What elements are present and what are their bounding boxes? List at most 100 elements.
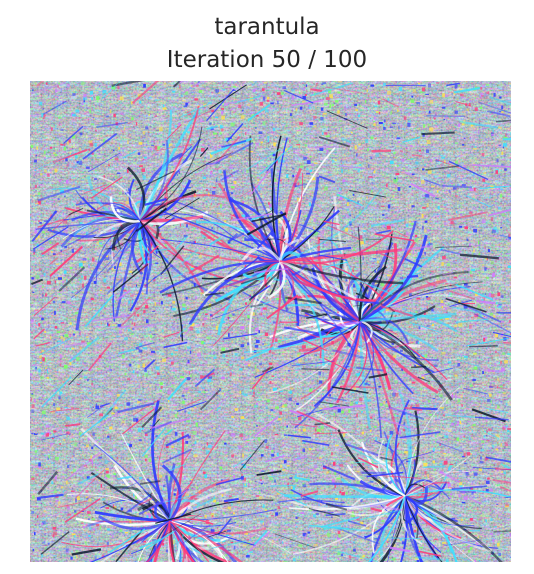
- texture-speck: [142, 175, 146, 180]
- texture-speck: [184, 410, 187, 413]
- texture-speck: [99, 242, 102, 245]
- texture-speck: [345, 279, 348, 282]
- texture-speck: [52, 534, 55, 538]
- texture-speck: [312, 506, 314, 511]
- texture-speck: [337, 537, 341, 541]
- texture-streak: [466, 337, 510, 347]
- texture-speck: [87, 257, 90, 260]
- texture-speck: [327, 361, 332, 366]
- texture-speck: [262, 307, 267, 310]
- texture-speck: [306, 168, 309, 171]
- texture-streak: [156, 143, 194, 152]
- texture-streak: [483, 430, 500, 440]
- texture-streak: [418, 256, 432, 260]
- texture-streak: [178, 146, 193, 160]
- texture-speck: [369, 480, 374, 483]
- texture-speck: [490, 518, 493, 521]
- texture-speck: [169, 143, 173, 146]
- texture-speck: [472, 148, 477, 150]
- texture-speck: [242, 109, 244, 112]
- texture-streak: [423, 465, 446, 469]
- texture-streak: [468, 497, 482, 505]
- texture-speck: [108, 164, 110, 167]
- texture-speck: [60, 189, 64, 193]
- texture-speck: [51, 411, 56, 413]
- texture-stroke: [358, 265, 387, 322]
- texture-speck: [103, 300, 106, 303]
- texture-speck: [359, 397, 363, 402]
- texture-speck: [67, 163, 69, 167]
- texture-speck: [274, 433, 279, 436]
- texture-speck: [227, 186, 229, 189]
- texture-speck: [254, 365, 256, 369]
- texture-speck: [466, 452, 471, 456]
- texture-speck: [54, 510, 56, 512]
- texture-speck: [241, 214, 246, 218]
- texture-speck: [341, 410, 345, 414]
- texture-speck: [88, 265, 90, 269]
- texture-streak: [71, 548, 102, 556]
- texture-speck: [36, 446, 39, 448]
- texture-speck: [400, 349, 403, 353]
- texture-speck: [70, 490, 75, 492]
- texture-speck: [314, 543, 318, 546]
- texture-speck: [360, 521, 364, 525]
- texture-speck: [222, 512, 225, 515]
- texture-streak: [139, 480, 161, 485]
- texture-speck: [101, 554, 105, 559]
- texture-speck: [490, 185, 494, 189]
- texture-speck: [503, 426, 508, 429]
- texture-streak: [176, 317, 199, 338]
- texture-speck: [81, 275, 83, 278]
- texture-streak: [256, 229, 274, 250]
- texture-speck: [254, 404, 258, 408]
- texture-streak: [138, 497, 153, 507]
- texture-speck: [31, 477, 35, 480]
- texture-speck: [183, 235, 188, 238]
- texture-streak: [356, 278, 393, 295]
- texture-speck: [262, 476, 264, 480]
- texture-speck: [262, 96, 266, 101]
- texture-speck: [442, 541, 447, 544]
- texture-speck: [101, 122, 103, 125]
- texture-streak: [313, 431, 348, 435]
- texture-speck: [74, 155, 78, 159]
- texture-speck: [184, 388, 189, 390]
- texture-speck: [265, 108, 269, 113]
- texture-speck: [320, 107, 324, 111]
- texture-speck: [105, 256, 110, 261]
- texture-speck: [71, 530, 73, 532]
- texture-speck: [231, 216, 233, 220]
- texture-speck: [219, 459, 224, 462]
- texture-streak: [445, 297, 487, 313]
- texture-speck: [443, 408, 446, 411]
- texture-speck: [221, 128, 224, 132]
- texture-speck: [430, 270, 434, 273]
- texture-speck: [163, 83, 167, 85]
- texture-speck: [64, 246, 67, 249]
- texture-speck: [191, 95, 194, 97]
- texture-speck: [44, 200, 47, 203]
- texture-speck: [79, 201, 82, 204]
- texture-speck: [143, 83, 146, 88]
- texture-speck: [484, 456, 487, 461]
- texture-speck: [182, 307, 186, 311]
- texture-speck: [106, 474, 110, 479]
- texture-stroke: [188, 259, 281, 326]
- texture-speck: [35, 190, 37, 192]
- texture-speck: [113, 473, 116, 476]
- texture-speck: [129, 270, 133, 273]
- texture-speck: [55, 125, 57, 130]
- texture-speck: [193, 523, 195, 526]
- texture-stroke: [97, 514, 171, 531]
- texture-speck: [493, 340, 496, 343]
- texture-speck: [162, 358, 166, 362]
- texture-speck: [185, 440, 187, 444]
- texture-speck: [94, 556, 97, 561]
- texture-speck: [60, 453, 62, 456]
- texture-speck: [159, 214, 162, 219]
- texture-speck: [209, 559, 212, 562]
- texture-streak: [310, 88, 323, 92]
- texture-speck: [260, 520, 264, 523]
- texture-speck: [423, 462, 428, 467]
